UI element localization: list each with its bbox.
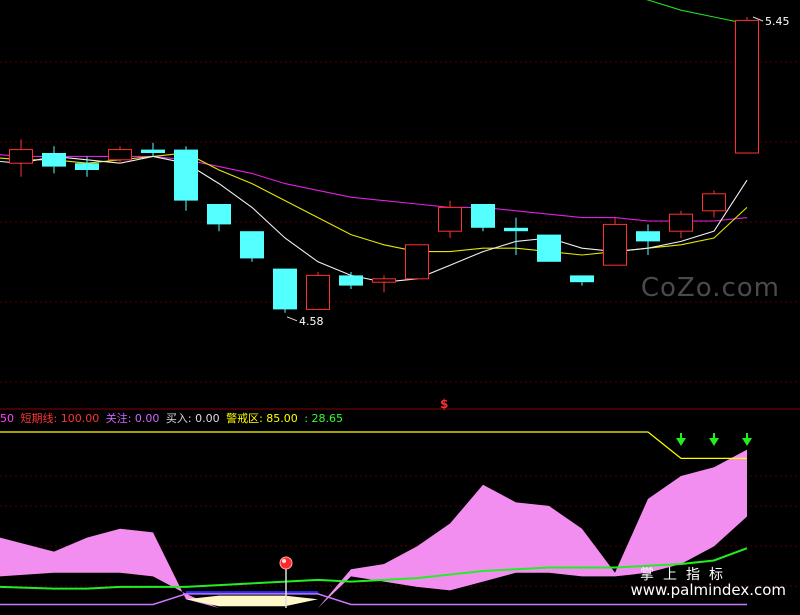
candle — [504, 217, 528, 255]
candle-body-down — [207, 204, 231, 225]
candle-body-up — [405, 244, 429, 280]
candle — [405, 244, 429, 280]
candle — [537, 234, 561, 262]
watermark-brand-cn: 掌上指标 — [640, 567, 732, 583]
yellow-alert-line — [0, 431, 747, 459]
candle — [372, 275, 396, 293]
legend-item-buy: 买入: 0.00 — [165, 412, 220, 425]
price-labels: 5.45 4.58 — [286, 15, 790, 328]
candle — [702, 190, 726, 218]
green-down-arrow-icon — [709, 438, 719, 446]
candle — [273, 268, 297, 313]
moving-average-lines — [0, 0, 748, 283]
candle — [207, 204, 231, 232]
candle-body-up — [9, 149, 33, 164]
candle-body-down — [141, 149, 165, 153]
pin-marker-icon — [279, 556, 293, 570]
purple-line — [0, 593, 747, 606]
candle-body-down — [537, 234, 561, 262]
ma-yellow-line — [0, 152, 748, 256]
indicator-legend: 50 短期线: 100.00 关注: 0.00 买入: 0.00 警戒区: 85… — [0, 411, 346, 427]
candle-body-up — [702, 193, 726, 212]
candle-body-up — [306, 274, 330, 310]
candle-body-up — [603, 223, 627, 266]
candle — [339, 272, 363, 289]
legend-item-watch: 关注: 0.00 — [105, 412, 160, 425]
high-price-label: 5.45 — [765, 15, 790, 28]
legend-item-50: 50 — [0, 412, 14, 425]
candle-body-down — [174, 149, 198, 201]
candle — [636, 224, 660, 255]
legend-item-alert-zone: 警戒区: 85.00 — [226, 412, 298, 425]
ma-green-line — [646, 0, 748, 25]
watermark-cozo: CoZo.com — [640, 273, 780, 303]
legend-item-green-value: : 28.65 — [304, 412, 344, 425]
candle-body-up — [735, 19, 759, 154]
candle-body-up — [438, 206, 462, 232]
candle — [603, 217, 627, 266]
low-label-pointer — [286, 316, 298, 322]
candle-body-down — [570, 275, 594, 283]
candle-body-up — [108, 149, 132, 161]
green-line — [0, 547, 748, 590]
watermark-brand-url: www.palmindex.com — [630, 581, 786, 599]
candle-body-up — [669, 213, 693, 232]
candle — [306, 272, 330, 310]
candle — [42, 146, 66, 174]
candle-body-down — [471, 204, 495, 228]
candle — [471, 204, 495, 232]
candle-body-down — [42, 153, 66, 167]
candle-body-down — [273, 268, 297, 310]
candle — [735, 17, 759, 154]
candle-body-down — [636, 231, 660, 242]
candle-body-down — [504, 227, 528, 232]
candle-body-up — [372, 278, 396, 283]
high-label-pointer — [752, 16, 764, 22]
candle — [438, 200, 462, 238]
candle — [9, 139, 33, 177]
candle-body-down — [75, 163, 99, 170]
green-down-arrow-icon — [676, 438, 686, 446]
candle-body-down — [339, 275, 363, 286]
signal-marker: $ — [440, 397, 449, 411]
candle — [240, 231, 264, 262]
candle — [141, 142, 165, 157]
ma-magenta-line — [0, 154, 748, 222]
candle — [108, 146, 132, 164]
cream-band-area — [186, 595, 318, 607]
green-down-arrow-icon — [742, 438, 752, 446]
candle — [174, 146, 198, 211]
candle — [75, 156, 99, 177]
low-price-label: 4.58 — [299, 315, 324, 328]
pin-highlight — [282, 559, 286, 563]
candle — [570, 275, 594, 286]
candle-body-down — [240, 231, 264, 259]
candle — [669, 210, 693, 238]
legend-item-short-line: 短期线: 100.00 — [20, 412, 100, 425]
indicator-panel — [0, 431, 752, 608]
candlestick-series — [9, 17, 759, 313]
